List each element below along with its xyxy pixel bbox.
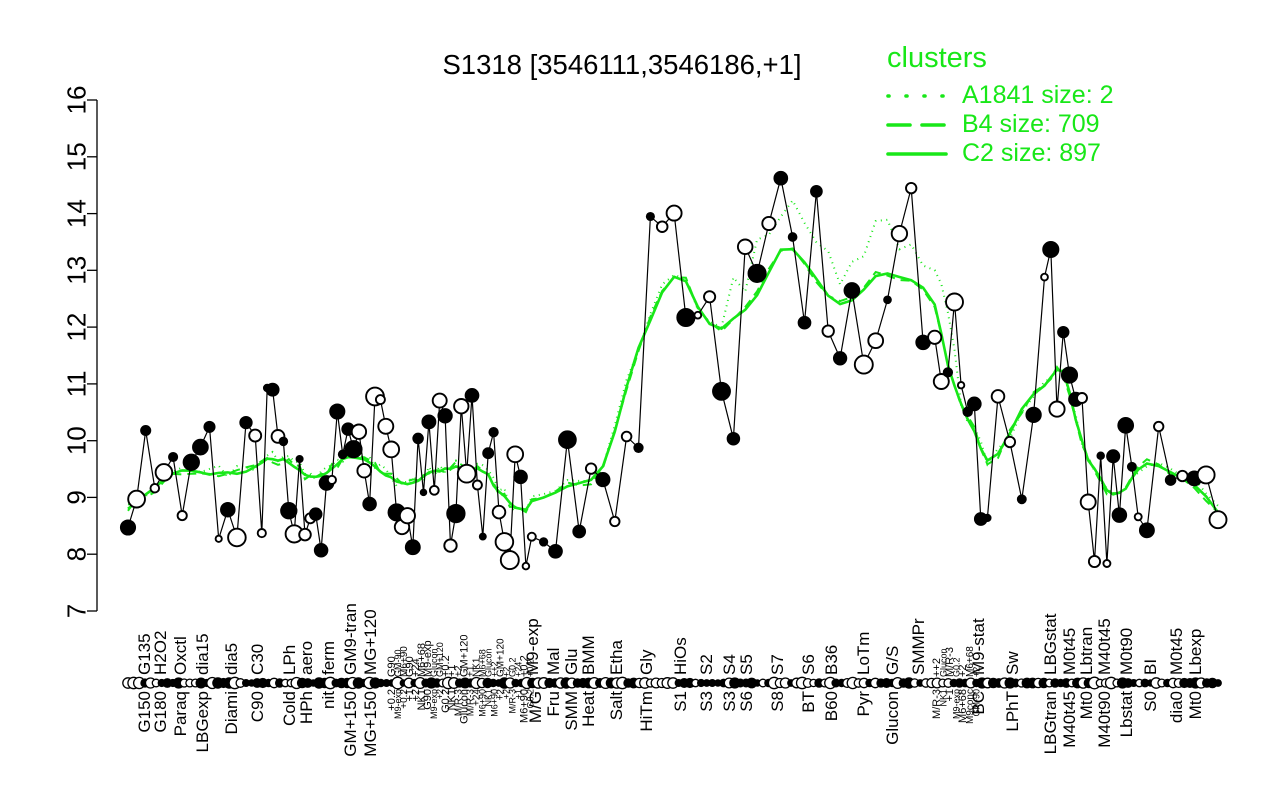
svg-text:dia5: dia5 [222,643,241,675]
svg-text:BT: BT [799,691,818,713]
svg-text:15: 15 [62,142,92,171]
svg-text:G180: G180 [151,691,170,733]
svg-text:+2: +2 [971,667,981,677]
svg-text:H2O2: H2O2 [151,631,170,675]
svg-text:+0.2: +0.2 [526,659,536,677]
svg-text:nit: nit [319,691,338,709]
svg-text:Paraq: Paraq [171,691,190,736]
svg-text:Fru: Fru [544,691,563,717]
svg-text:C2 size: 897: C2 size: 897 [962,139,1101,167]
svg-text:A1841 size: 2: A1841 size: 2 [962,81,1114,109]
svg-text:aero: aero [297,641,316,675]
svg-text:16: 16 [62,86,92,115]
svg-text:dia0: dia0 [1167,691,1186,723]
svg-text:S0: S0 [1141,691,1160,712]
svg-text:M40t90: M40t90 [1095,691,1114,748]
svg-text:C90: C90 [248,691,267,722]
svg-text:Gly: Gly [637,649,656,675]
svg-text:12: 12 [62,313,92,342]
svg-text:G0.2: G0.2 [526,689,536,709]
svg-text:G/S: G/S [883,646,902,675]
svg-text:Mt0: Mt0 [1186,691,1205,719]
svg-text:C30: C30 [248,644,267,675]
svg-text:clusters: clusters [887,42,987,74]
svg-text:Pyr: Pyr [854,691,873,717]
svg-text:10: 10 [62,426,92,455]
svg-text:LPhT: LPhT [1003,691,1022,732]
svg-text:14: 14 [62,199,92,228]
svg-text:HiTm: HiTm [637,691,656,732]
svg-text:M40t45: M40t45 [1095,618,1114,675]
svg-text:Lbexp: Lbexp [1186,629,1205,675]
svg-text:S3: S3 [697,691,716,712]
svg-text:S1: S1 [671,691,690,712]
svg-text:BMM: BMM [579,635,598,675]
svg-text:8: 8 [62,547,92,561]
svg-text:LoTm: LoTm [854,632,873,675]
svg-text:S5: S5 [737,654,756,675]
svg-text:S6: S6 [799,654,818,675]
svg-text:BI: BI [1141,659,1160,675]
svg-text:Lbstat: Lbstat [1117,691,1136,738]
svg-text:HPh: HPh [297,691,316,724]
svg-text:S2: S2 [697,654,716,675]
svg-text:S7: S7 [768,654,787,675]
svg-text:S8: S8 [768,691,787,712]
svg-text:Mt0: Mt0 [1077,691,1096,719]
svg-text:LBGstat: LBGstat [1041,613,1060,675]
svg-text:ferm: ferm [319,641,338,675]
svg-text:LBGexp: LBGexp [193,691,212,752]
svg-text:LBGtran: LBGtran [1041,691,1060,754]
svg-text:B36: B36 [822,645,841,675]
svg-text:Heat: Heat [579,691,598,727]
svg-text:Glucon: Glucon [883,691,902,745]
svg-text:S6: S6 [737,691,756,712]
svg-text:S1318 [3546111,3546186,+1]: S1318 [3546111,3546186,+1] [442,49,801,80]
svg-text:9: 9 [62,490,92,504]
svg-text:GM-90: GM-90 [971,689,981,717]
svg-text:Lbtran: Lbtran [1077,627,1096,675]
svg-text:SMMPr: SMMPr [909,618,928,675]
svg-text:HiOs: HiOs [671,637,690,675]
svg-text:Salt: Salt [607,691,626,721]
svg-text:MG+120: MG+120 [361,609,380,675]
svg-text:B4 size: 709: B4 size: 709 [962,110,1100,138]
svg-text:Sw: Sw [1003,651,1022,675]
svg-text:11: 11 [62,370,92,397]
svg-text:B60: B60 [822,691,841,721]
svg-text:Oxctl: Oxctl [171,636,190,675]
svg-text:13: 13 [62,256,92,285]
svg-text:Mal: Mal [544,648,563,675]
svg-text:MG+150: MG+150 [361,691,380,757]
svg-text:Diami: Diami [222,691,241,734]
svg-text:M0t45: M0t45 [1167,628,1186,675]
svg-text:7: 7 [62,604,92,618]
svg-text:GM9-tran: GM9-tran [341,603,360,675]
svg-text:M0t90: M0t90 [1117,628,1136,675]
svg-text:dia15: dia15 [193,633,212,675]
svg-text:Etha: Etha [607,639,626,675]
svg-text:GM+150: GM+150 [341,691,360,757]
